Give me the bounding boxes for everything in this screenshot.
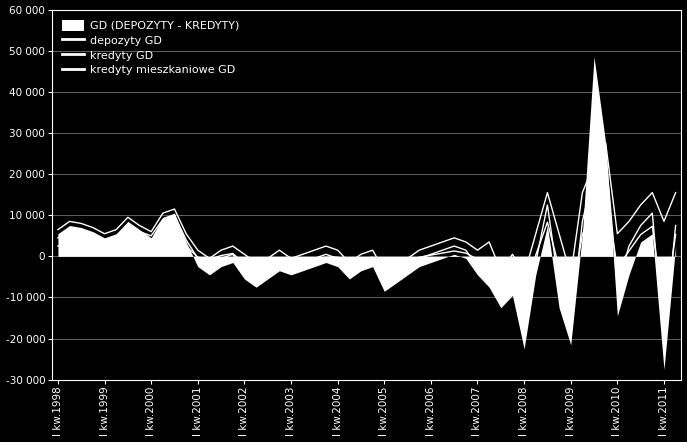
kredyty mieszkaniowe GD — [287, 261, 295, 266]
kredyty mieszkaniowe GD — [671, 232, 679, 237]
kredyty GD — [159, 217, 167, 222]
kredyty GD — [427, 251, 435, 257]
kredyty GD — [392, 272, 400, 278]
depozyty GD — [415, 248, 423, 253]
Line: kredyty GD: kredyty GD — [58, 152, 675, 345]
kredyty mieszkaniowe GD — [159, 231, 167, 236]
kredyty mieszkaniowe GD — [473, 256, 482, 262]
kredyty GD — [660, 342, 668, 347]
depozyty GD — [671, 190, 679, 195]
depozyty GD — [54, 227, 62, 232]
kredyty GD — [54, 235, 62, 240]
kredyty GD — [287, 264, 295, 269]
depozyty GD — [392, 260, 400, 265]
depozyty GD — [287, 256, 295, 261]
kredyty GD — [415, 256, 423, 261]
kredyty GD — [473, 264, 482, 269]
depozyty GD — [427, 244, 435, 249]
depozyty GD — [520, 272, 528, 278]
kredyty GD — [602, 149, 610, 154]
Legend: GD (DEPOZYTY - KREDYTY), depozyty GD, kredyty GD, kredyty mieszkaniowe GD: GD (DEPOZYTY - KREDYTY), depozyty GD, kr… — [58, 15, 244, 80]
depozyty GD — [473, 248, 482, 253]
kredyty mieszkaniowe GD — [602, 191, 610, 196]
kredyty mieszkaniowe GD — [415, 255, 423, 260]
kredyty GD — [671, 223, 679, 228]
kredyty mieszkaniowe GD — [660, 314, 668, 320]
kredyty mieszkaniowe GD — [427, 252, 435, 258]
Line: kredyty mieszkaniowe GD: kredyty mieszkaniowe GD — [58, 194, 675, 317]
depozyty GD — [159, 210, 167, 216]
Line: depozyty GD: depozyty GD — [58, 143, 675, 275]
kredyty mieszkaniowe GD — [54, 244, 62, 249]
depozyty GD — [602, 141, 610, 146]
kredyty mieszkaniowe GD — [392, 265, 400, 270]
